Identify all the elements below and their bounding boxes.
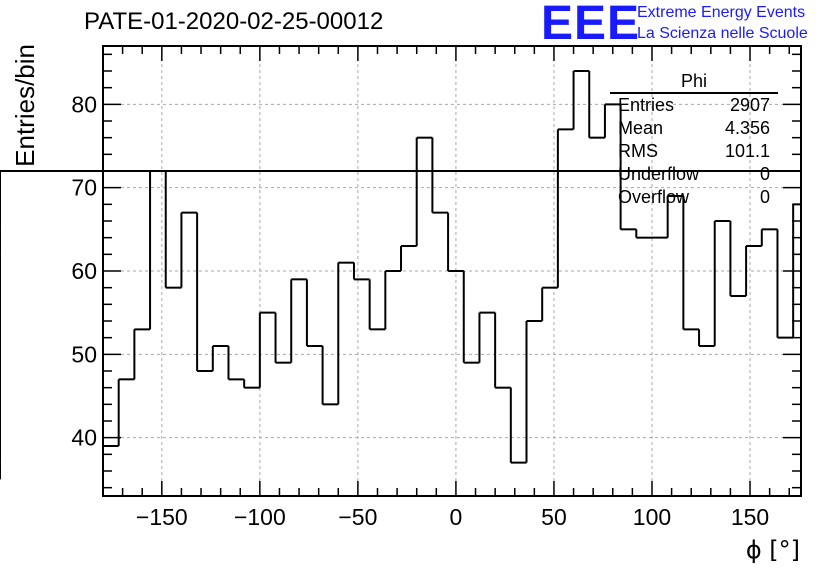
stats-title: Phi [610,70,778,94]
tick-labels: −150 −100 −50 0 50 100 150 40 50 60 70 80 [71,91,769,530]
x-tick-label: 50 [541,504,567,530]
stats-value: 0 [759,164,770,184]
x-tick-label: −150 [136,504,188,530]
histogram-bars [0,70,802,496]
eee-logo: EEE [541,0,641,50]
stats-row-rms: RMS 101.1 [610,140,778,163]
run-title: PATE-01-2020-02-25-00012 [84,8,384,35]
org-name-line2: La Scienza nelle Scuole [637,25,808,42]
stats-value: 4.356 [724,118,770,138]
y-tick-label: 80 [71,91,97,117]
y-tick-label: 50 [71,341,97,367]
stats-value: 2907 [729,95,770,115]
x-tick-label: 150 [731,504,769,530]
org-name-line1: Extreme Energy Events [637,4,806,21]
stats-row-mean: Mean 4.356 [610,117,778,140]
stats-label: Overflow [618,187,690,207]
stats-box: Phi Entries 2907 Mean 4.356 RMS 101.1 Un… [610,70,778,209]
stats-row-underflow: Underflow 0 [610,163,778,186]
stats-row-entries: Entries 2907 [610,94,778,117]
stats-label: Underflow [618,164,700,184]
stats-row-overflow: Overflow 0 [610,186,778,209]
y-tick-label: 40 [71,425,97,451]
x-tick-label: −100 [234,504,286,530]
axes [102,45,802,497]
x-tick-label: 100 [633,504,671,530]
stats-label: Entries [618,95,675,115]
x-axis-label: ϕ [°] [746,536,800,564]
stats-value: 0 [759,187,770,207]
x-tick-label: 0 [450,504,463,530]
y-tick-label: 60 [71,258,97,284]
stats-value: 101.1 [724,141,770,161]
stats-label: RMS [618,141,658,161]
y-axis-label: Entries/bin [10,44,40,167]
stats-label: Mean [618,118,664,138]
y-tick-label: 70 [71,175,97,201]
x-tick-label: −50 [338,504,377,530]
